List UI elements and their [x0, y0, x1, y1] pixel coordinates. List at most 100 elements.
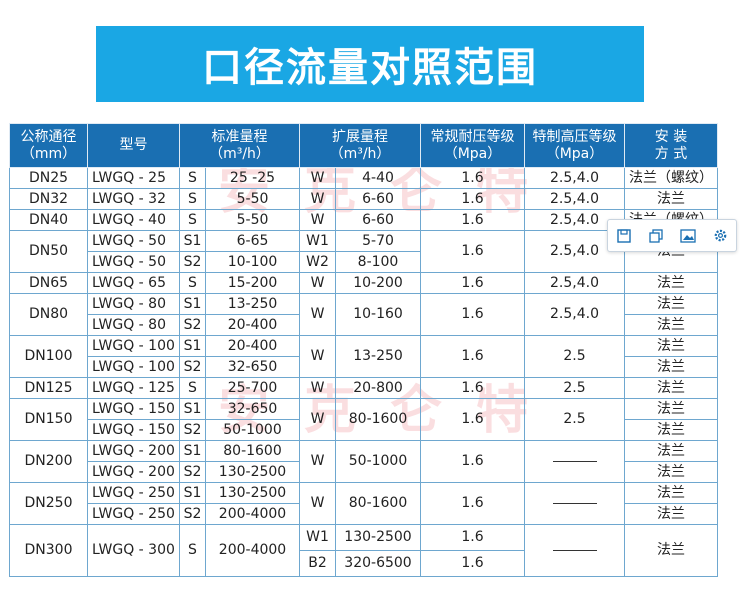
std-code-cell: S2: [179, 461, 206, 483]
dn-cell: DN100: [9, 335, 88, 378]
model-cell: LWGQ - 50: [87, 230, 180, 252]
ext-range-cell: 10-160: [335, 293, 421, 336]
std-range-cell: 32-650: [205, 398, 300, 420]
model-cell: LWGQ - 150: [87, 398, 180, 420]
table-row: LWGQ - 200 S2 130-2500 法兰: [10, 461, 718, 483]
image-toolbar: [607, 219, 737, 252]
install-cell: 法兰: [624, 356, 718, 378]
page-title: 口径流量对照范围: [96, 26, 644, 102]
ext-range-cell: 20-800: [335, 377, 421, 399]
dn-cell: DN25: [9, 167, 88, 189]
dash-line: [552, 502, 597, 504]
install-cell: 法兰: [624, 398, 718, 420]
header-std-range: 标准量程 （m³/h）: [179, 123, 300, 168]
table-row: DN125 LWGQ - 125 S 25-700 W 20-800 1.6 2…: [9, 377, 718, 399]
ext-code-cell: W1: [299, 524, 336, 551]
std-code-cell: S2: [179, 314, 206, 336]
ext-range-cell: 5-70: [335, 230, 421, 252]
ext-code-cell: B2: [299, 550, 336, 577]
gear-icon[interactable]: [711, 227, 729, 245]
table-row: B2 320-6500 1.6: [10, 550, 718, 577]
header-diameter: 公称通径 （mm）: [9, 123, 88, 168]
std-code-cell: S: [179, 188, 206, 210]
std-code-cell: S: [179, 377, 206, 399]
dn-cell: DN125: [9, 377, 88, 399]
table-row: DN65 LWGQ - 65 S 15-200 W 10-200 1.6 2.5…: [9, 272, 718, 294]
ext-range-cell: 6-60: [335, 209, 421, 231]
install-cell: 法兰: [624, 272, 718, 294]
install-cell: 法兰: [624, 188, 718, 210]
std-code-cell: S2: [179, 419, 206, 441]
ext-code-cell: W1: [299, 230, 336, 252]
normal-pressure-cell: 1.6: [420, 272, 525, 294]
table-row: DN100 LWGQ - 100 S1 20-400 W 13-250 1.6 …: [9, 335, 718, 378]
ext-code-cell: W: [299, 398, 336, 441]
ext-code-cell: W: [299, 377, 336, 399]
std-range-cell: 15-200: [205, 272, 300, 294]
model-cell: LWGQ - 65: [87, 272, 180, 294]
install-cell: 法兰: [624, 314, 718, 336]
std-range-cell: 32-650: [205, 356, 300, 378]
model-cell: LWGQ - 150: [87, 419, 180, 441]
ext-code-cell: W: [299, 167, 336, 189]
std-range-cell: 25-700: [205, 377, 300, 399]
std-range-cell: 10-100: [205, 251, 300, 273]
model-cell: LWGQ - 80: [87, 293, 180, 315]
model-cell: LWGQ - 50: [87, 251, 180, 273]
std-range-cell: 13-250: [205, 293, 300, 315]
ext-code-cell: W: [299, 293, 336, 336]
normal-pressure-cell: 1.6: [420, 524, 525, 551]
normal-pressure-cell: 1.6: [420, 293, 525, 336]
ext-range-cell: 80-1600: [335, 398, 421, 441]
ext-range-cell: 10-200: [335, 272, 421, 294]
normal-pressure-cell: 1.6: [420, 550, 525, 577]
model-cell: LWGQ - 40: [87, 209, 180, 231]
table-row: LWGQ - 100 S2 32-650 法兰: [10, 356, 718, 378]
ext-code-cell: W: [299, 188, 336, 210]
ext-range-cell: 80-1600: [335, 482, 421, 525]
high-pressure-cell: [524, 482, 625, 525]
std-range-cell: 25 -25: [205, 167, 300, 189]
install-cell: 法兰: [624, 461, 718, 483]
std-code-cell: S1: [179, 335, 206, 357]
dn-cell: DN32: [9, 188, 88, 210]
header-model: 型号: [87, 123, 180, 168]
dn-cell: DN65: [9, 272, 88, 294]
table-row: DN200 LWGQ - 200 S1 80-1600 W 50-1000 1.…: [9, 440, 718, 483]
dn-cell: DN150: [9, 398, 88, 441]
model-cell: LWGQ - 250: [87, 503, 180, 525]
normal-pressure-cell: 1.6: [420, 188, 525, 210]
install-cell: 法兰: [624, 293, 718, 315]
flow-range-table: 公称通径 （mm） 型号 标准量程 （m³/h） 扩展量程 （m³/h） 常规耐压等级…: [9, 123, 718, 577]
normal-pressure-cell: 1.6: [420, 398, 525, 441]
install-cell: 法兰: [624, 419, 718, 441]
dn-cell: DN40: [9, 209, 88, 231]
copy-icon[interactable]: [647, 227, 665, 245]
dn-cell: DN200: [9, 440, 88, 483]
ext-code-cell: W: [299, 209, 336, 231]
normal-pressure-cell: 1.6: [420, 482, 525, 525]
table-row: DN80 LWGQ - 80 S1 13-250 W 10-160 1.6 2.…: [9, 293, 718, 336]
ext-code-cell: W: [299, 335, 336, 378]
ext-code-cell: W2: [299, 251, 336, 273]
normal-pressure-cell: 1.6: [420, 209, 525, 231]
table-row: DN25 LWGQ - 25 S 25 -25 W 4-40 1.6 2.5,4…: [9, 167, 718, 189]
table-row: DN150 LWGQ - 150 S1 32-650 W 80-1600 1.6…: [9, 398, 718, 441]
std-code-cell: S2: [179, 503, 206, 525]
install-cell: 法兰: [624, 377, 718, 399]
std-code-cell: S: [179, 167, 206, 189]
std-code-cell: S: [179, 272, 206, 294]
model-cell: LWGQ - 200: [87, 461, 180, 483]
dn-cell: DN80: [9, 293, 88, 336]
std-range-cell: 5-50: [205, 209, 300, 231]
high-pressure-cell: 2.5: [524, 398, 625, 441]
save-icon[interactable]: [615, 227, 633, 245]
image-icon[interactable]: [679, 227, 697, 245]
high-pressure-cell: [524, 440, 625, 483]
model-cell: LWGQ - 125: [87, 377, 180, 399]
ext-range-cell: 4-40: [335, 167, 421, 189]
table-row: DN300 LWGQ - 300 S 200-4000 W1 130-2500 …: [9, 524, 718, 577]
high-pressure-cell: 2.5,4.0: [524, 293, 625, 336]
model-cell: LWGQ - 250: [87, 482, 180, 504]
model-cell: LWGQ - 25: [87, 167, 180, 189]
